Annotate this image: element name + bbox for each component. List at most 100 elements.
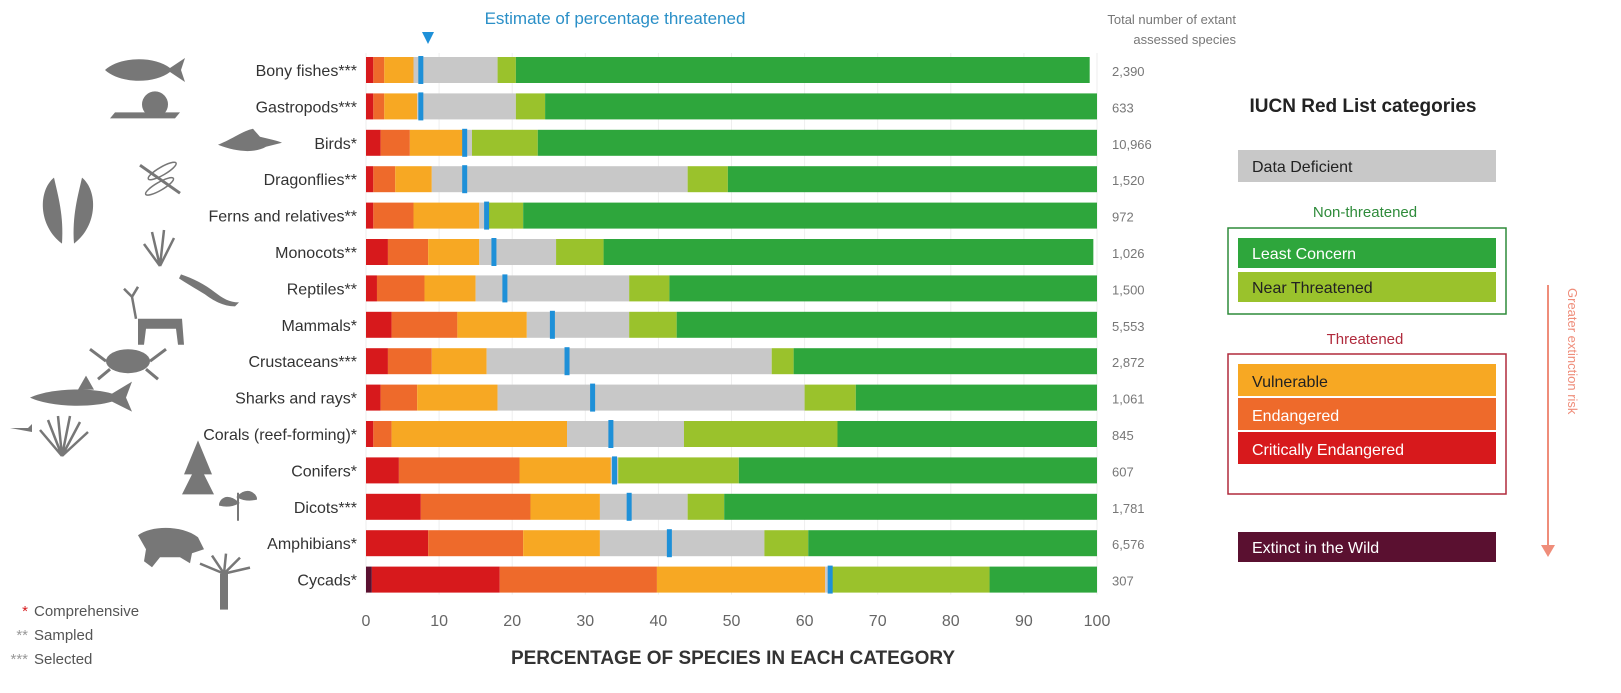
cycad-icon <box>199 553 251 610</box>
shark-shape <box>30 375 132 412</box>
bar-segment-critically-endangered <box>366 421 374 447</box>
species-total: 845 <box>1112 428 1134 443</box>
species-total: 2,872 <box>1112 355 1145 370</box>
bar-segment-endangered <box>428 530 524 557</box>
bar-segment-least-concern <box>603 239 1094 265</box>
bar-segment-near-threatened <box>832 566 990 593</box>
category-label: Reptiles** <box>287 281 357 298</box>
estimate-marker <box>418 92 424 121</box>
dragonfly-icon <box>139 161 181 196</box>
bar-segment-vulnerable <box>409 129 465 156</box>
bar-segment-vulnerable <box>417 384 498 411</box>
category-label: Monocots** <box>275 245 357 262</box>
bar-segment-endangered <box>387 239 429 265</box>
bar-segment-least-concern <box>738 457 1097 484</box>
species-totals: 2,390 633 10,966 1,520 972 1,026 1,500 5,553 2,8… <box>1112 64 1152 589</box>
cycad-fronds <box>199 553 251 575</box>
species-total: 10,966 <box>1112 137 1152 152</box>
species-total: 6,576 <box>1112 537 1145 552</box>
estimate-marker <box>484 201 490 230</box>
fish-icon <box>105 58 185 82</box>
footnote-label-3: Selected <box>34 651 92 668</box>
estimate-marker <box>462 128 468 157</box>
legend-heading-threatened: Threatened <box>1327 331 1404 348</box>
species-total: 1,061 <box>1112 392 1145 407</box>
bar-segment-near-threatened <box>618 457 739 484</box>
bar-segment-endangered <box>373 421 392 447</box>
x-axis-ticks: 0 10 20 30 40 50 60 70 80 90 100 <box>362 613 1111 630</box>
bar-segment-data-deficient <box>486 348 772 375</box>
bar-segment-near-threatened <box>771 348 794 375</box>
legend-heading-non-threatened: Non-threatened <box>1313 204 1417 221</box>
deer-antlers <box>123 286 140 320</box>
species-total: 1,026 <box>1112 246 1145 261</box>
bar-segment-vulnerable <box>384 57 414 83</box>
lizard-shape <box>179 274 239 307</box>
species-total: 972 <box>1112 210 1134 225</box>
legend-label-endangered: Endangered <box>1252 408 1339 425</box>
bar-segment-near-threatened <box>497 57 516 83</box>
estimate-marker <box>549 310 555 339</box>
legend-label-vulnerable: Vulnerable <box>1252 374 1328 391</box>
bar-segment-endangered <box>376 275 425 302</box>
legend-label-least-concern: Least Concern <box>1252 246 1356 263</box>
crab-legs <box>89 348 167 381</box>
bar-segment-endangered <box>420 493 531 520</box>
category-label: Sharks and rays* <box>235 391 357 408</box>
category-label: Corals (reef-forming)* <box>203 427 357 444</box>
bar-segment-vulnerable <box>530 493 600 520</box>
stacked-bars <box>366 57 1097 593</box>
species-total: 1,500 <box>1112 282 1145 297</box>
legend-label-critically-endangered: Critically Endangered <box>1252 442 1404 459</box>
bar-segment-near-threatened <box>556 239 604 265</box>
bar-segment-extinct-in-the-wild <box>366 566 372 593</box>
bar-segment-vulnerable <box>391 421 568 447</box>
estimate-pointer-icon <box>422 32 434 44</box>
dragonfly-wing <box>144 176 175 196</box>
x-tick-label: 10 <box>430 613 448 630</box>
category-label: Amphibians* <box>267 536 357 553</box>
footnotes: * Comprehensive ** Sampled *** Selected <box>10 603 139 668</box>
footnote-label-1: Comprehensive <box>34 603 139 620</box>
monocot-leaves <box>142 229 176 267</box>
x-axis-label: PERCENTAGE OF SPECIES IN EACH CATEGORY <box>511 648 955 669</box>
bar-segment-least-concern <box>989 566 1097 593</box>
bar-segment-near-threatened <box>687 166 728 193</box>
bar-segment-near-threatened <box>804 384 856 411</box>
bar-segment-endangered <box>499 566 657 593</box>
bar-segment-critically-endangered <box>366 493 421 520</box>
bar-segment-critically-endangered <box>366 93 374 120</box>
bar-segment-critically-endangered <box>366 348 388 375</box>
conifer-shape <box>182 440 214 495</box>
footnote-mark-1: * <box>22 603 28 620</box>
fern-frond <box>42 177 63 244</box>
legend-label-data-deficient: Data Deficient <box>1252 159 1353 176</box>
category-label: Gastropods*** <box>256 99 357 116</box>
species-total: 633 <box>1112 100 1134 115</box>
bar-segment-critically-endangered <box>366 57 374 83</box>
legend-title: IUCN Red List categories <box>1250 96 1477 117</box>
legend-swatch-near-threatened <box>1238 272 1496 302</box>
estimate-marker <box>491 238 497 266</box>
bar-segment-vulnerable <box>431 348 487 375</box>
total-label-line2: assessed species <box>1133 32 1236 47</box>
x-tick-label: 20 <box>503 613 521 630</box>
species-icons <box>10 58 282 610</box>
bar-segment-critically-endangered <box>366 239 388 265</box>
risk-arrow-head-icon <box>1541 545 1555 557</box>
dicot-icon <box>218 490 258 521</box>
bar-segment-least-concern <box>676 311 1097 338</box>
legend-swatch-data-deficient <box>1238 150 1496 182</box>
bar-segment-data-deficient <box>497 384 805 411</box>
bar-segment-critically-endangered <box>366 202 374 229</box>
category-label: Dragonflies** <box>264 172 357 189</box>
category-label: Ferns and relatives** <box>208 209 357 226</box>
legend-swatch-vulnerable <box>1238 364 1496 396</box>
conifer-icon <box>182 440 214 495</box>
shark-icon <box>30 375 132 412</box>
bar-segment-endangered <box>380 129 410 156</box>
fish-shape <box>105 58 185 82</box>
monocot-icon <box>142 229 176 267</box>
footnote-mark-3: *** <box>10 651 28 668</box>
